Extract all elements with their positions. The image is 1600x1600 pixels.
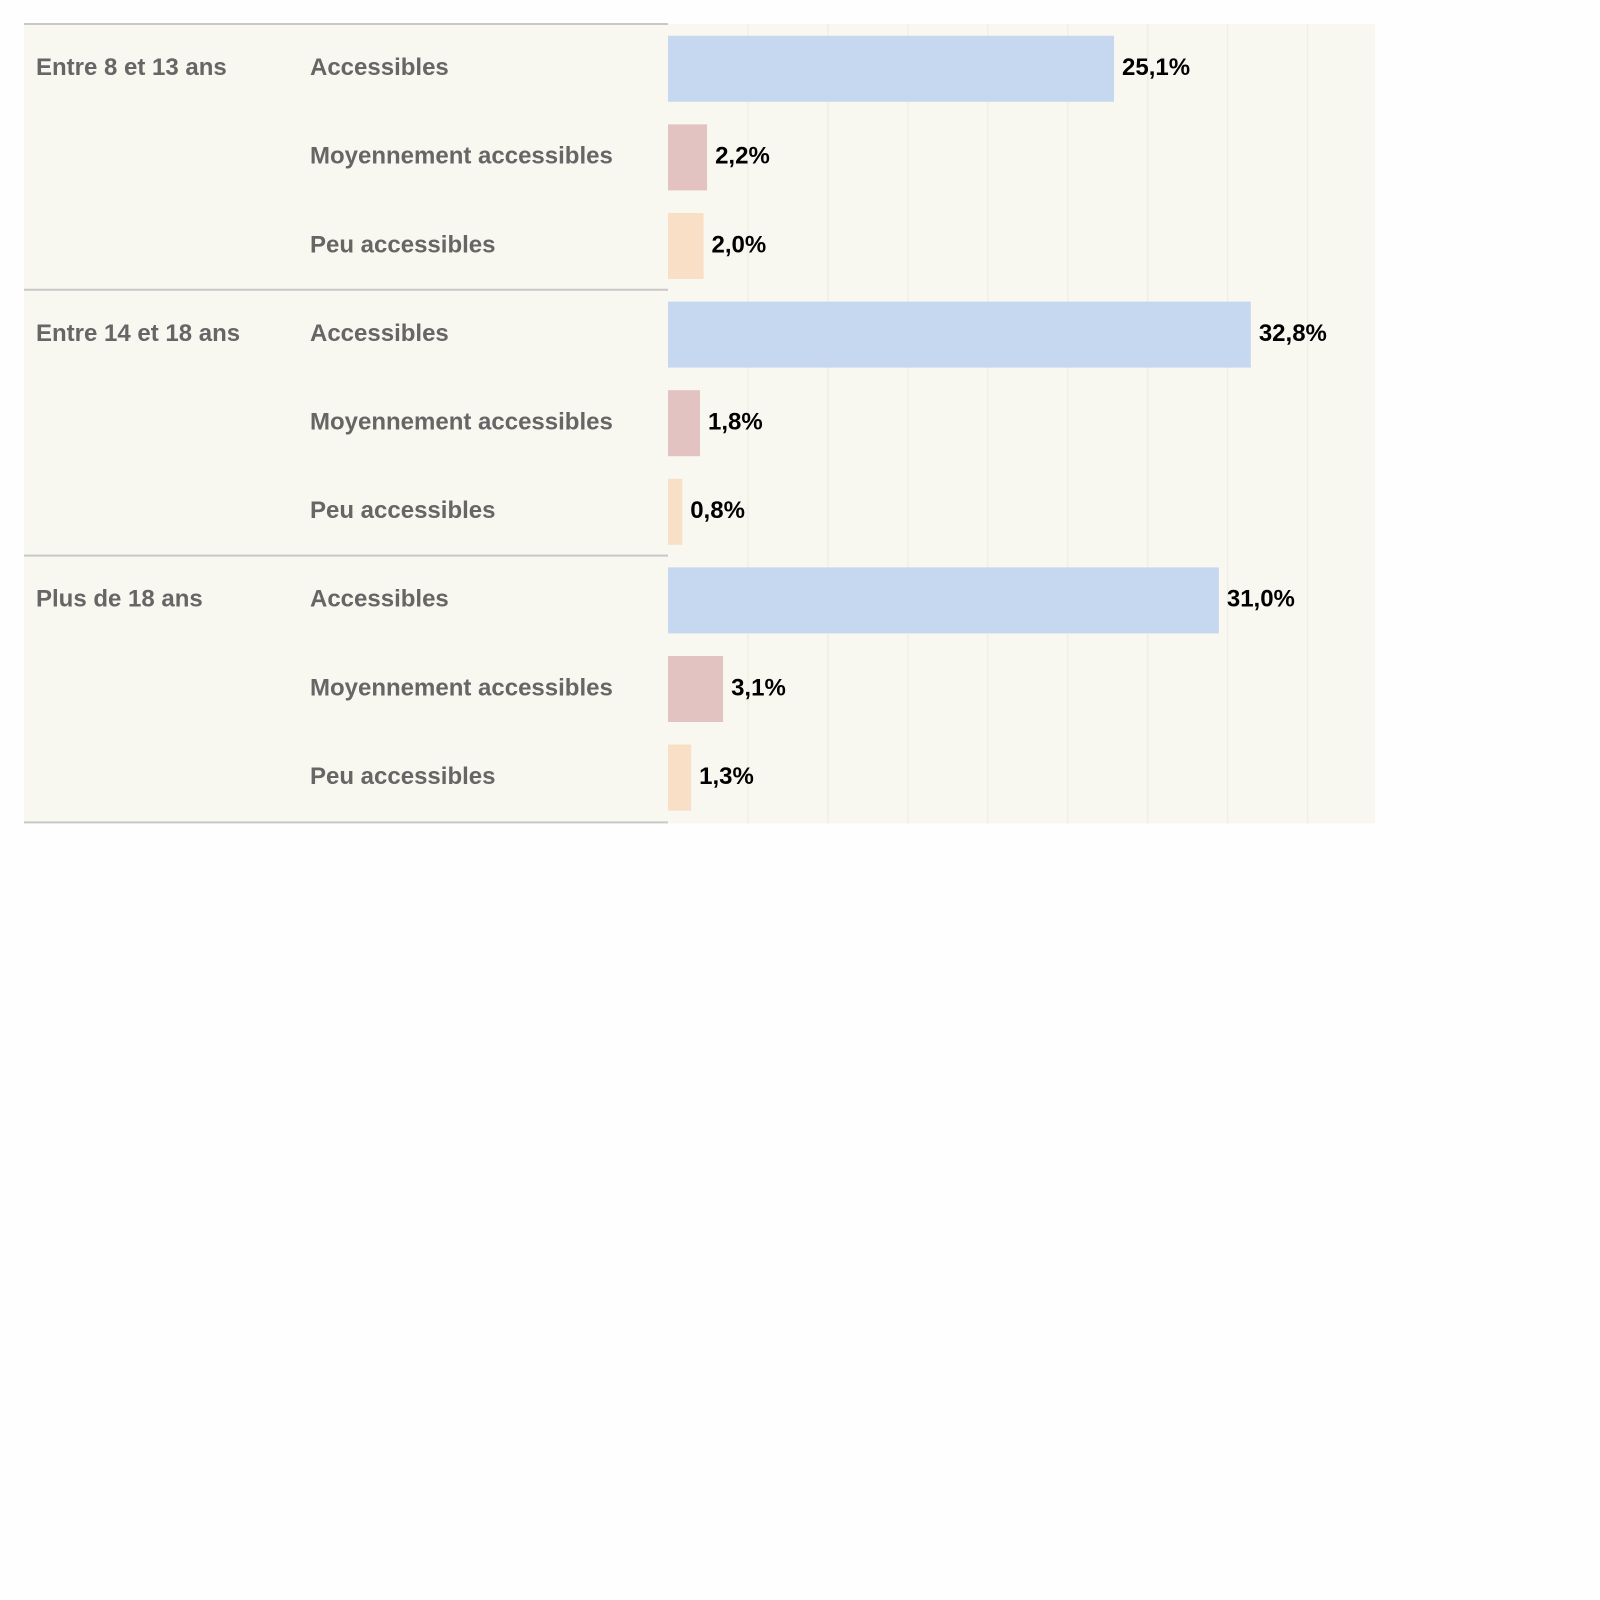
bar-value-label: 31,0% bbox=[1227, 586, 1295, 613]
bar bbox=[668, 744, 692, 811]
bar bbox=[668, 478, 683, 545]
bar bbox=[668, 124, 708, 191]
bar-category-label: Accessibles bbox=[310, 320, 449, 347]
bar bbox=[668, 35, 1115, 102]
bar-category-label: Accessibles bbox=[310, 586, 449, 613]
bar bbox=[668, 656, 724, 722]
bar-value-label: 0,8% bbox=[690, 497, 745, 524]
bar-value-label: 25,1% bbox=[1122, 54, 1190, 81]
bar-value-label: 1,3% bbox=[699, 763, 754, 790]
bar-value-label: 2,0% bbox=[712, 231, 767, 258]
group-label: Entre 8 et 13 ans bbox=[36, 54, 227, 81]
bar-category-label: Accessibles bbox=[310, 54, 449, 81]
bar-category-label: Peu accessibles bbox=[310, 497, 495, 524]
bar-category-label: Peu accessibles bbox=[310, 231, 495, 258]
bar bbox=[668, 567, 1219, 634]
bar-category-label: Moyennement accessibles bbox=[310, 143, 613, 170]
group-label: Entre 14 et 18 ans bbox=[36, 320, 240, 347]
bar-value-label: 1,8% bbox=[708, 409, 763, 436]
bar bbox=[668, 301, 1251, 368]
bar-category-label: Moyennement accessibles bbox=[310, 409, 613, 436]
bar bbox=[668, 213, 704, 279]
group-label: Plus de 18 ans bbox=[36, 586, 203, 613]
bar-value-label: 2,2% bbox=[715, 143, 770, 170]
bar bbox=[668, 390, 700, 457]
bar-value-label: 32,8% bbox=[1259, 320, 1327, 347]
bar-category-label: Moyennement accessibles bbox=[310, 674, 613, 701]
bar-value-label: 3,1% bbox=[731, 674, 786, 701]
bar-category-label: Peu accessibles bbox=[310, 763, 495, 790]
